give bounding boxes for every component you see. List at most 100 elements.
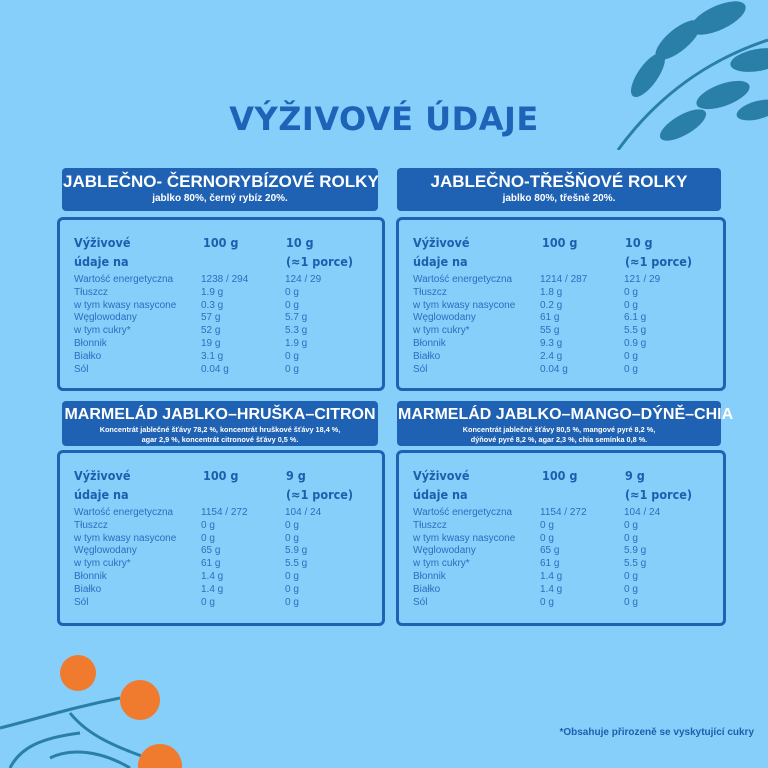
value-per-100g: 1.4 g bbox=[540, 583, 563, 595]
portion-size: 10 g bbox=[625, 235, 653, 250]
nutrition-row: Węglowodany 57 g 5.7 g bbox=[74, 312, 345, 325]
nutrient-label: Tłuszcz bbox=[413, 286, 447, 298]
nutrition-row: Tłuszcz 1.8 g 0 g bbox=[413, 287, 684, 300]
nutrition-rows: Wartość energetyczna 1154 / 272 104 / 24 Tł… bbox=[74, 507, 345, 609]
nutrient-label: Błonnik bbox=[413, 570, 446, 582]
nutrient-label: Wartość energetyczna bbox=[413, 507, 513, 518]
value-per-portion: 0.9 g bbox=[624, 337, 647, 349]
nutrition-row: Tłuszcz 1.9 g 0 g bbox=[74, 287, 345, 300]
value-per-100g: 1.4 g bbox=[201, 583, 224, 595]
nutrition-row: Sól 0.04 g 0 g bbox=[74, 364, 345, 377]
portion-size: 9 g bbox=[286, 468, 306, 483]
value-per-100g: 19 g bbox=[201, 337, 221, 349]
value-per-portion: 121 / 29 bbox=[624, 274, 661, 285]
value-per-100g: 1.4 g bbox=[201, 570, 224, 582]
nutrition-row: Węglowodany 61 g 6.1 g bbox=[413, 312, 684, 325]
nutrition-row: w tym kwasy nasycone 0 g 0 g bbox=[413, 533, 684, 546]
header-100g: 100 g bbox=[542, 468, 578, 483]
nutrition-rows: Wartość energetyczna 1238 / 294 124 / 29 Tł… bbox=[74, 274, 345, 376]
nutrition-row: Białko 1.4 g 0 g bbox=[74, 584, 345, 597]
nutrient-label: w tym kwasy nasycone bbox=[413, 532, 516, 544]
nutrition-row: w tym cukry* 61 g 5.5 g bbox=[74, 558, 345, 571]
value-per-100g: 55 g bbox=[540, 325, 560, 337]
nutrition-row: Węglowodany 65 g 5.9 g bbox=[74, 545, 345, 558]
value-per-100g: 61 g bbox=[540, 312, 560, 324]
value-per-portion: 5.9 g bbox=[624, 545, 647, 557]
value-per-100g: 1154 / 272 bbox=[540, 507, 587, 518]
nutrition-row: w tym cukry* 52 g 5.3 g bbox=[74, 325, 345, 338]
nutrition-row: Błonnik 19 g 1.9 g bbox=[74, 338, 345, 351]
nutrient-label: Sól bbox=[413, 363, 428, 375]
header-portion: 10 g (≈1 porce) bbox=[625, 233, 692, 271]
value-per-100g: 0.2 g bbox=[540, 299, 563, 311]
nutrition-row: Sól 0 g 0 g bbox=[74, 597, 345, 610]
nutrition-panel: Výživové údaje na 100 g 10 g (≈1 porce) Wart… bbox=[57, 217, 385, 391]
value-per-portion: 0 g bbox=[624, 286, 638, 298]
nutrition-row: w tym cukry* 55 g 5.5 g bbox=[413, 325, 684, 338]
nutrient-label: w tym cukry* bbox=[74, 558, 131, 570]
nutrition-panel: Výživové údaje na 100 g 9 g (≈1 porce) Warto… bbox=[396, 450, 726, 626]
portion-note: (≈1 porce) bbox=[286, 487, 354, 502]
product-banner: JABLEČNO- ČERNORYBÍZOVÉ ROLKY jablko 80%,… bbox=[63, 169, 379, 210]
header-100g: 100 g bbox=[542, 235, 578, 250]
product-name: MARMELÁD JABLKO–HRUŠKA–CITRON bbox=[64, 406, 376, 423]
value-per-100g: 0 g bbox=[540, 596, 554, 608]
header-portion: 9 g (≈1 porce) bbox=[625, 466, 692, 504]
value-per-100g: 1.9 g bbox=[201, 286, 224, 298]
value-per-portion: 124 / 29 bbox=[285, 274, 322, 285]
value-per-portion: 5.9 g bbox=[285, 545, 308, 557]
value-per-100g: 0 g bbox=[540, 519, 554, 531]
nutrient-label: Błonnik bbox=[413, 337, 446, 349]
nutrition-rows: Wartość energetyczna 1154 / 272 104 / 24 Tł… bbox=[413, 507, 684, 609]
value-per-100g: 1154 / 272 bbox=[201, 507, 248, 518]
nutrient-label: Błonnik bbox=[74, 337, 107, 349]
header-label: Výživové údaje na bbox=[413, 468, 470, 502]
header-portion: 9 g (≈1 porce) bbox=[286, 466, 353, 504]
value-per-portion: 0 g bbox=[624, 532, 638, 544]
portion-note: (≈1 porce) bbox=[625, 254, 693, 269]
value-per-portion: 0 g bbox=[285, 532, 299, 544]
nutrition-rows: Wartość energetyczna 1214 / 287 121 / 29 Tł… bbox=[413, 274, 684, 376]
nutrition-row: w tym kwasy nasycone 0.3 g 0 g bbox=[74, 300, 345, 313]
nutrition-panel: Výživové údaje na 100 g 10 g (≈1 porce) Wart… bbox=[396, 217, 726, 391]
header-100g: 100 g bbox=[203, 468, 239, 483]
nutrition-row: w tym kwasy nasycone 0.2 g 0 g bbox=[413, 300, 684, 313]
value-per-100g: 9.3 g bbox=[540, 337, 563, 349]
portion-size: 10 g bbox=[286, 235, 314, 250]
berry-branch-decoration bbox=[0, 655, 182, 768]
value-per-portion: 0 g bbox=[285, 350, 299, 362]
page-title: VÝŽIVOVÉ ÚDAJE bbox=[229, 100, 539, 138]
nutrition-row: Błonnik 1.4 g 0 g bbox=[413, 571, 684, 584]
value-per-100g: 1214 / 287 bbox=[540, 274, 588, 285]
product-banner: MARMELÁD JABLKO–HRUŠKA–CITRON Koncentrát … bbox=[63, 402, 377, 445]
value-per-portion: 0 g bbox=[285, 299, 299, 311]
value-per-portion: 104 / 24 bbox=[624, 507, 661, 518]
value-per-portion: 5.7 g bbox=[285, 312, 308, 324]
portion-note: (≈1 porce) bbox=[625, 487, 693, 502]
value-per-100g: 52 g bbox=[201, 325, 221, 337]
nutrition-row: Wartość energetyczna 1154 / 272 104 / 24 bbox=[413, 507, 684, 520]
header-100g: 100 g bbox=[203, 235, 239, 250]
value-per-portion: 0 g bbox=[285, 570, 299, 582]
nutrition-row: Błonnik 9.3 g 0.9 g bbox=[413, 338, 684, 351]
value-per-100g: 0.3 g bbox=[201, 299, 224, 311]
nutrient-label: w tym cukry* bbox=[74, 325, 131, 337]
nutrient-label: w tym kwasy nasycone bbox=[74, 532, 177, 544]
value-per-100g: 1.4 g bbox=[540, 570, 563, 582]
nutrient-label: Sól bbox=[74, 363, 89, 375]
nutrient-label: w tym cukry* bbox=[413, 325, 470, 337]
value-per-portion: 0 g bbox=[624, 299, 638, 311]
nutrient-label: Białko bbox=[74, 583, 102, 595]
product-ingredients: dýňové pyré 8,2 %, agar 2,3 %, chia semí… bbox=[470, 434, 648, 444]
header-label: Výživové údaje na bbox=[74, 468, 131, 502]
value-per-portion: 5.5 g bbox=[285, 558, 308, 570]
value-per-portion: 5.3 g bbox=[285, 325, 308, 337]
nutrition-row: Węglowodany 65 g 5.9 g bbox=[413, 545, 684, 558]
nutrient-label: w tym cukry* bbox=[413, 558, 470, 570]
nutrition-row: Wartość energetyczna 1214 / 287 121 / 29 bbox=[413, 274, 684, 287]
value-per-100g: 65 g bbox=[540, 545, 560, 557]
value-per-portion: 0 g bbox=[285, 363, 299, 375]
nutrient-label: Węglowodany bbox=[74, 545, 137, 557]
nutrition-row: Wartość energetyczna 1238 / 294 124 / 29 bbox=[74, 274, 345, 287]
header-label: Výživové údaje na bbox=[74, 235, 131, 269]
